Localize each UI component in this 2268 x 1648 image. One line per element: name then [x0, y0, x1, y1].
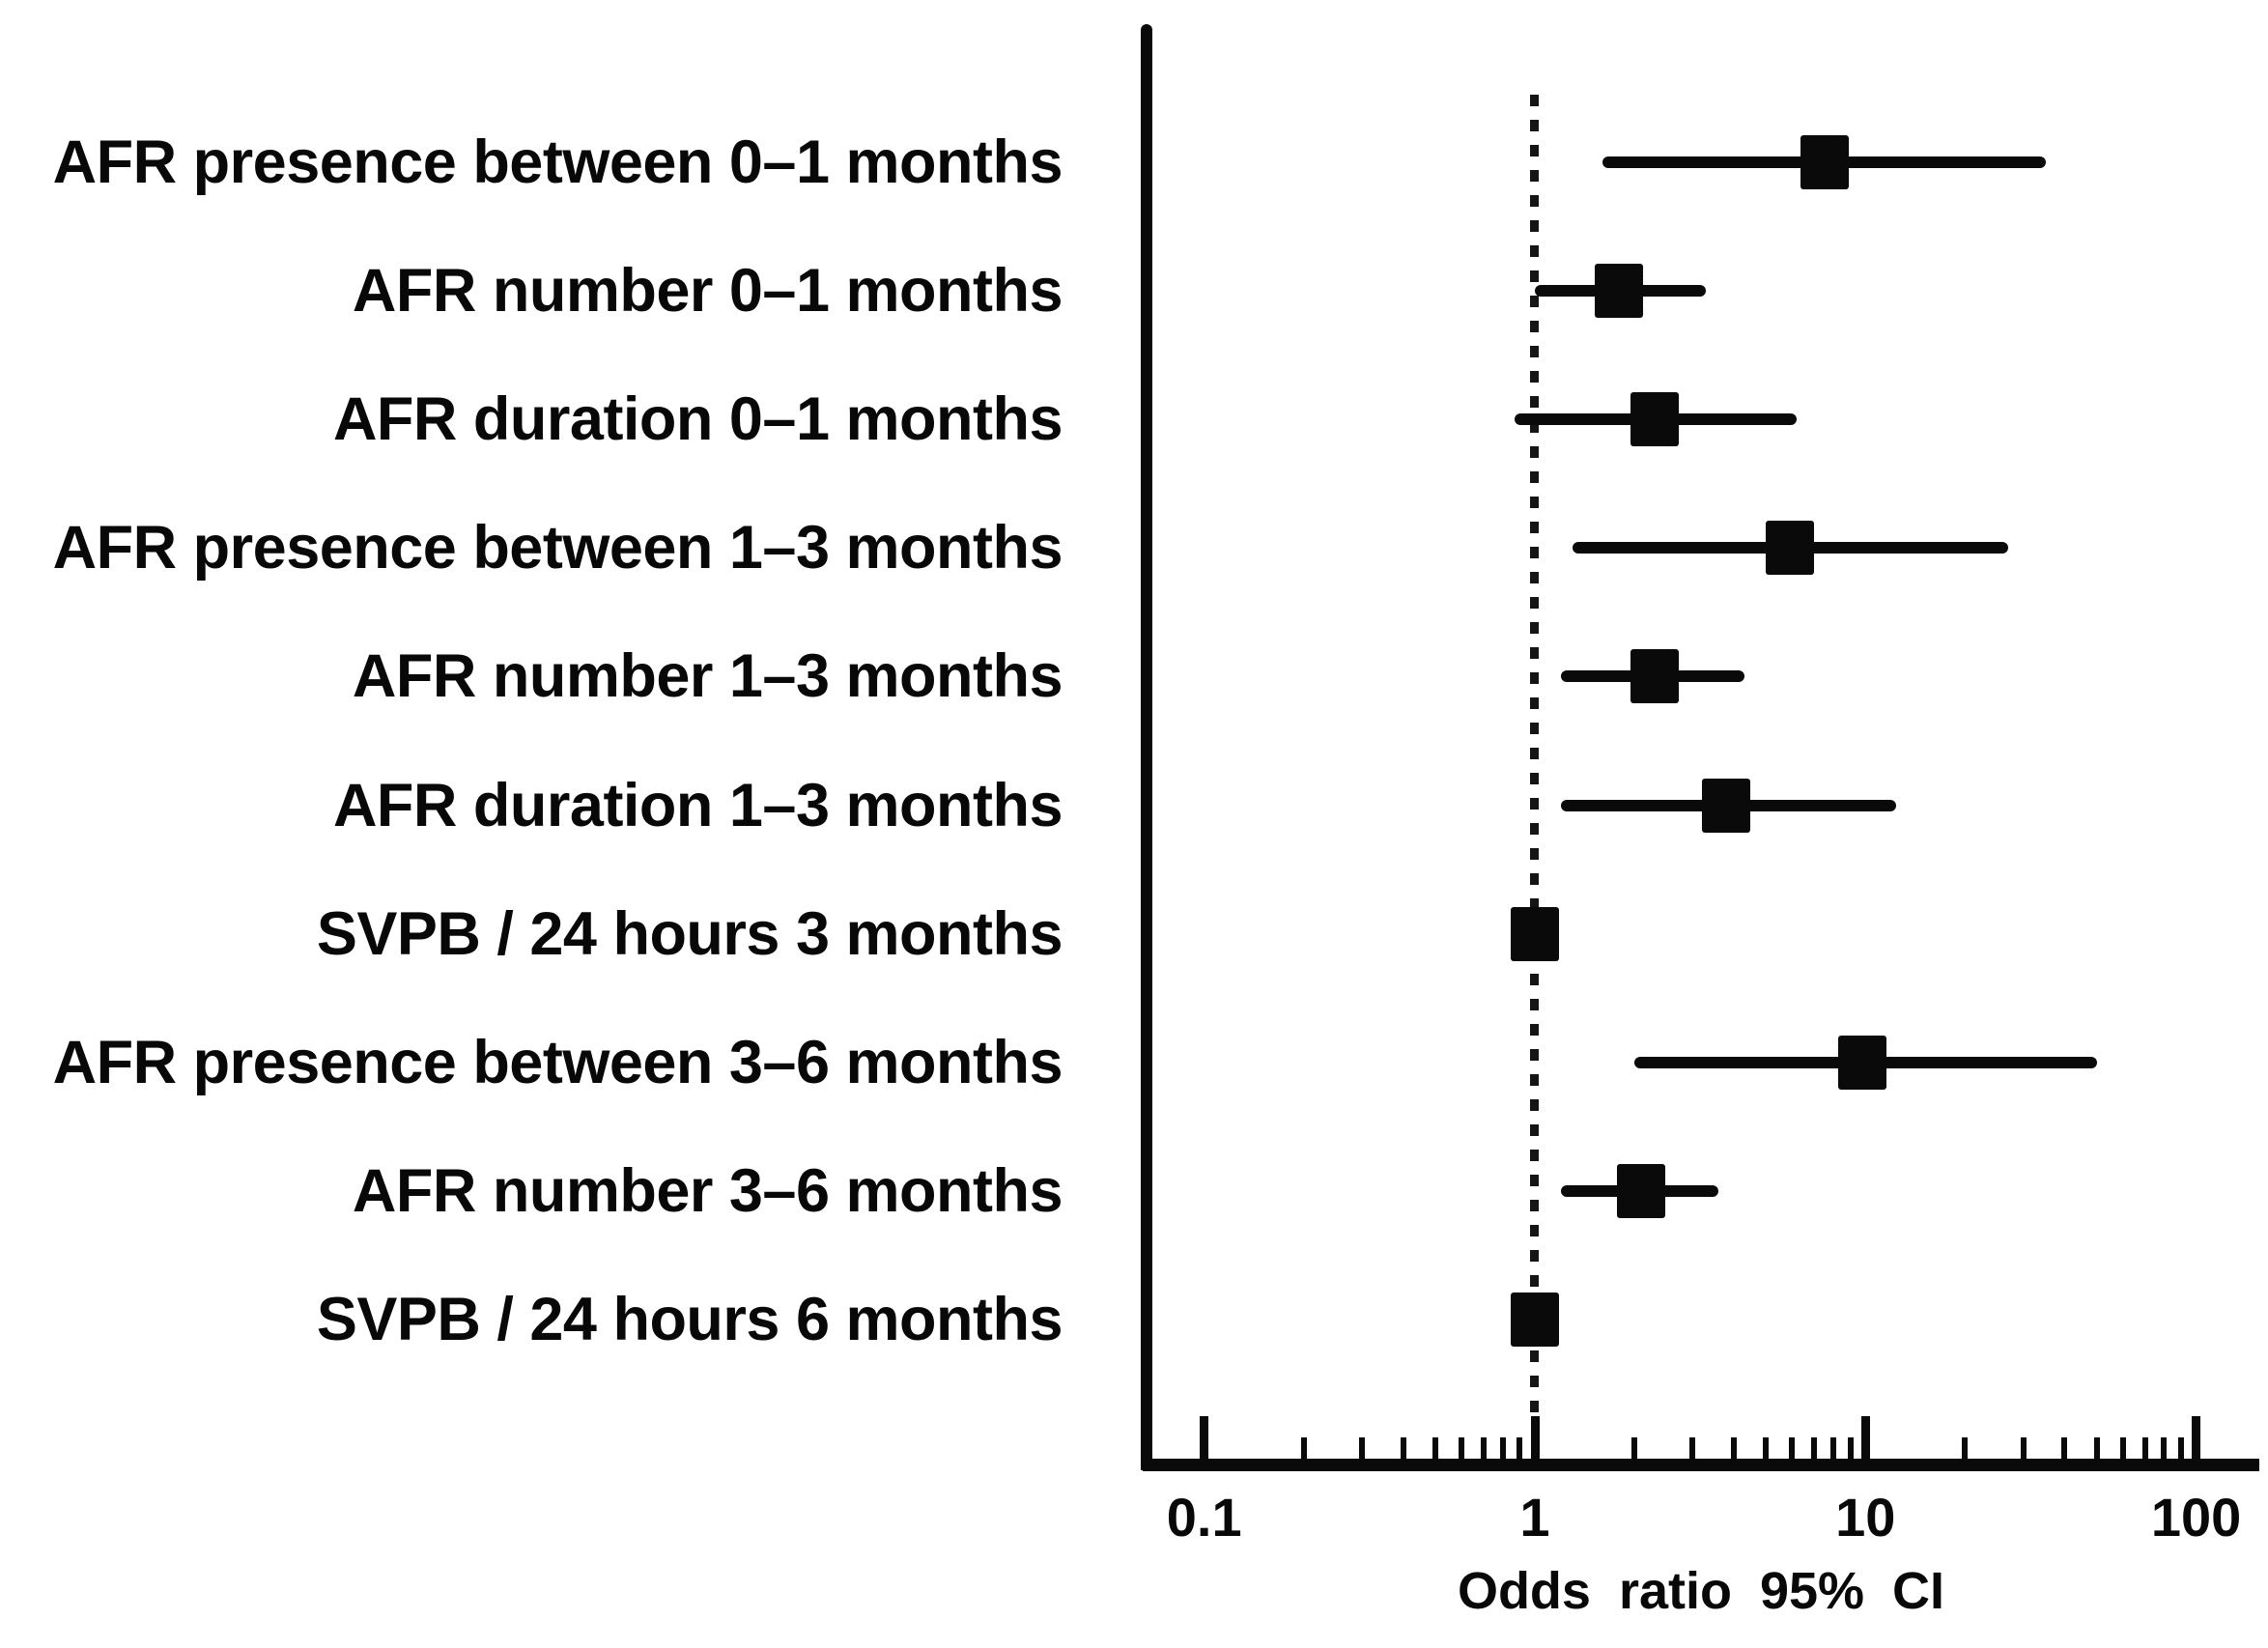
row-label: AFR presence between 0–1 months	[52, 128, 1063, 196]
x-axis-minor-tick	[2061, 1437, 2068, 1459]
x-axis-minor-tick	[1763, 1437, 1770, 1459]
x-axis-minor-tick	[2177, 1437, 2184, 1459]
x-axis-minor-tick	[2020, 1437, 2027, 1459]
x-axis-minor-tick	[1731, 1437, 1738, 1459]
x-axis-line	[1143, 1459, 2259, 1471]
or-marker	[1765, 521, 1814, 576]
or-marker	[1800, 135, 1849, 189]
x-axis-major-tick	[1200, 1416, 1209, 1459]
y-axis-line	[1141, 24, 1152, 1470]
x-axis-minor-tick	[2093, 1437, 2100, 1459]
or-marker	[1617, 1163, 1666, 1218]
x-axis-minor-tick	[1359, 1437, 1366, 1459]
x-axis-minor-tick	[1962, 1437, 1969, 1459]
x-axis-minor-tick	[1847, 1437, 1854, 1459]
x-axis-minor-tick	[2161, 1437, 2168, 1459]
x-axis-minor-tick	[1689, 1437, 1696, 1459]
x-axis-minor-tick	[1789, 1437, 1796, 1459]
row-label: AFR number 0–1 months	[352, 257, 1063, 326]
or-marker	[1702, 778, 1751, 833]
row-label: AFR number 1–3 months	[352, 642, 1063, 711]
row-label: SVPB / 24 hours 6 months	[316, 1285, 1063, 1353]
reference-line-or-1	[1530, 95, 1539, 1412]
or-marker	[1838, 1035, 1887, 1090]
x-axis-major-tick	[1860, 1416, 1870, 1459]
x-axis-minor-tick	[2141, 1437, 2148, 1459]
x-axis-minor-tick	[1480, 1437, 1487, 1459]
x-axis-major-tick	[2192, 1416, 2201, 1459]
or-marker	[1630, 392, 1679, 447]
row-label: AFR presence between 3–6 months	[52, 1028, 1063, 1096]
x-axis-minor-tick	[1432, 1437, 1438, 1459]
x-axis-minor-tick	[1811, 1437, 1818, 1459]
x-axis-title: Odds ratio 95% CI	[1457, 1562, 1945, 1620]
x-tick-label: 1	[1519, 1487, 1550, 1548]
x-tick-label: 100	[2150, 1487, 2242, 1548]
row-label: AFR number 3–6 months	[352, 1156, 1063, 1225]
x-axis-major-tick	[1530, 1416, 1540, 1459]
or-marker	[1511, 906, 1559, 961]
x-axis-minor-tick	[1499, 1437, 1506, 1459]
or-marker	[1511, 1292, 1559, 1347]
row-label: SVPB / 24 hours 3 months	[316, 899, 1063, 968]
row-label: AFR duration 0–1 months	[332, 385, 1063, 454]
x-axis-minor-tick	[1631, 1437, 1638, 1459]
x-tick-label: 10	[1835, 1487, 1896, 1548]
row-label: AFR presence between 1–3 months	[52, 514, 1063, 582]
x-axis-minor-tick	[1517, 1437, 1523, 1459]
x-axis-minor-tick	[2119, 1437, 2126, 1459]
row-label: AFR duration 1–3 months	[332, 771, 1063, 839]
or-marker	[1595, 264, 1644, 319]
x-axis-minor-tick	[1300, 1437, 1307, 1459]
or-marker	[1630, 649, 1679, 704]
x-axis-minor-tick	[1459, 1437, 1465, 1459]
x-tick-label: 0.1	[1166, 1487, 1242, 1548]
x-axis-minor-tick	[1830, 1437, 1837, 1459]
x-axis-minor-tick	[1400, 1437, 1406, 1459]
